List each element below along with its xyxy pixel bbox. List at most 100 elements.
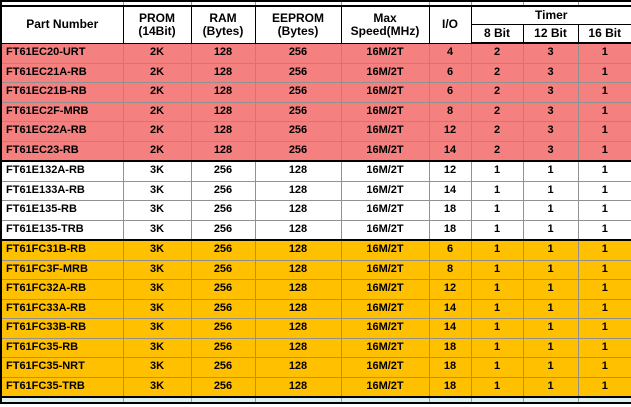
cell-timer_12bit: 3 [522,101,579,122]
cell-prom: 2K [122,62,192,83]
cell-eeprom: 128 [254,219,342,241]
cell-eeprom: 128 [254,239,342,261]
cell-eeprom: 256 [254,42,342,64]
cell-io: 18 [428,376,472,398]
cell-part-number: FT61FC32A-RB [0,279,124,300]
cell-timer_8bit: 1 [470,239,524,261]
cell-timer_8bit: 2 [470,42,524,64]
cell-max_speed: 16M/2T [340,337,430,358]
cell-max_speed: 16M/2T [340,160,430,182]
cell-timer_16bit: 1 [577,219,631,241]
cell-part-number: FT61FC33A-RB [0,298,124,319]
cell-eeprom: 128 [254,357,342,378]
cell-ram: 256 [190,376,256,398]
cell-timer_12bit: 1 [522,279,579,300]
cell-prom: 2K [122,140,192,162]
header-row-main: Part Number PROM (14Bit) RAM (Bytes) EEP… [0,5,631,44]
cell-timer_12bit: 1 [522,376,579,398]
cell-part-number: FT61E133A-RB [0,180,124,201]
cell-prom: 2K [122,101,192,122]
cell-ram: 128 [190,62,256,83]
table-row: FT61E133A-RB 3K 256 128 16M/2T 14 1 1 1 [0,180,631,201]
cell-eeprom: 128 [254,376,342,398]
table-row: FT61FC33B-RB 3K 256 128 16M/2T 14 1 1 1 [0,318,631,339]
cell-timer_12bit: 3 [522,62,579,83]
cell-part-number: FT61FC31B-RB [0,239,124,261]
header-timer-16bit: 16 Bit [577,24,631,44]
cell-timer_16bit: 1 [577,239,631,261]
cell-ram: 128 [190,82,256,103]
cell-timer_16bit: 1 [577,82,631,103]
cell-max_speed: 16M/2T [340,259,430,280]
header-max-speed-line1: Max [373,11,397,26]
table-row: FT61EC20-URT 2K 128 256 16M/2T 4 2 3 1 [0,42,631,64]
cell-ram: 128 [190,121,256,142]
cell-eeprom: 128 [254,180,342,201]
partial-cell [577,0,631,7]
cell-prom: 3K [122,259,192,280]
cell-timer_8bit: 1 [470,160,524,182]
header-prom: PROM (14Bit) [122,5,192,44]
cell-max_speed: 16M/2T [340,62,430,83]
cell-max_speed: 16M/2T [340,121,430,142]
partial-cell [122,396,192,403]
cell-prom: 3K [122,337,192,358]
cell-part-number: FT61EC22A-RB [0,121,124,142]
cell-ram: 256 [190,259,256,280]
cell-timer_12bit: 1 [522,318,579,339]
cell-io: 18 [428,337,472,358]
cell-eeprom: 256 [254,121,342,142]
header-max-speed: Max Speed(MHz) [340,5,430,44]
cell-timer_16bit: 1 [577,200,631,221]
table-row: FT61E135-RB 3K 256 128 16M/2T 18 1 1 1 [0,200,631,221]
header-part-number: Part Number [0,5,124,44]
cell-ram: 256 [190,219,256,241]
cell-timer_16bit: 1 [577,357,631,378]
cell-io: 4 [428,42,472,64]
cell-eeprom: 128 [254,259,342,280]
cell-ram: 256 [190,279,256,300]
cell-prom: 3K [122,376,192,398]
cell-part-number: FT61EC2F-MRB [0,101,124,122]
partial-cell [254,396,342,403]
cell-eeprom: 128 [254,318,342,339]
cell-timer_16bit: 1 [577,121,631,142]
cell-timer_8bit: 1 [470,219,524,241]
cell-timer_16bit: 1 [577,62,631,83]
table-row: FT61EC23-RB 2K 128 256 16M/2T 14 2 3 1 [0,140,631,162]
cell-timer_12bit: 1 [522,219,579,241]
cell-eeprom: 128 [254,279,342,300]
cell-max_speed: 16M/2T [340,180,430,201]
cell-io: 14 [428,298,472,319]
cell-prom: 3K [122,279,192,300]
cell-part-number: FT61FC35-NRT [0,357,124,378]
cell-timer_12bit: 1 [522,239,579,261]
cell-timer_12bit: 3 [522,121,579,142]
cell-timer_8bit: 1 [470,200,524,221]
cell-timer_8bit: 1 [470,279,524,300]
table-row: FT61EC21B-RB 2K 128 256 16M/2T 6 2 3 1 [0,82,631,103]
header-row-timer-sub: 8 Bit 12 Bit 16 Bit [1,24,631,44]
spec-table-foot [0,396,631,403]
partial-row-bottom [0,396,631,403]
header-max-speed-line2: Speed(MHz) [350,23,420,38]
cell-max_speed: 16M/2T [340,357,430,378]
cell-prom: 3K [122,298,192,319]
partial-cell [522,396,579,403]
cell-prom: 3K [122,160,192,182]
cell-max_speed: 16M/2T [340,140,430,162]
cell-prom: 2K [122,121,192,142]
table-row: FT61E132A-RB 3K 256 128 16M/2T 12 1 1 1 [0,160,631,182]
cell-ram: 128 [190,42,256,64]
cell-ram: 128 [190,140,256,162]
cell-part-number: FT61EC20-URT [0,42,124,64]
partial-cell [190,396,256,403]
cell-timer_12bit: 1 [522,200,579,221]
cell-timer_16bit: 1 [577,42,631,64]
table-row: FT61FC31B-RB 3K 256 128 16M/2T 6 1 1 1 [0,239,631,261]
cell-io: 18 [428,200,472,221]
cell-part-number: FT61E135-TRB [0,219,124,241]
cell-timer_8bit: 1 [470,318,524,339]
cell-max_speed: 16M/2T [340,219,430,241]
